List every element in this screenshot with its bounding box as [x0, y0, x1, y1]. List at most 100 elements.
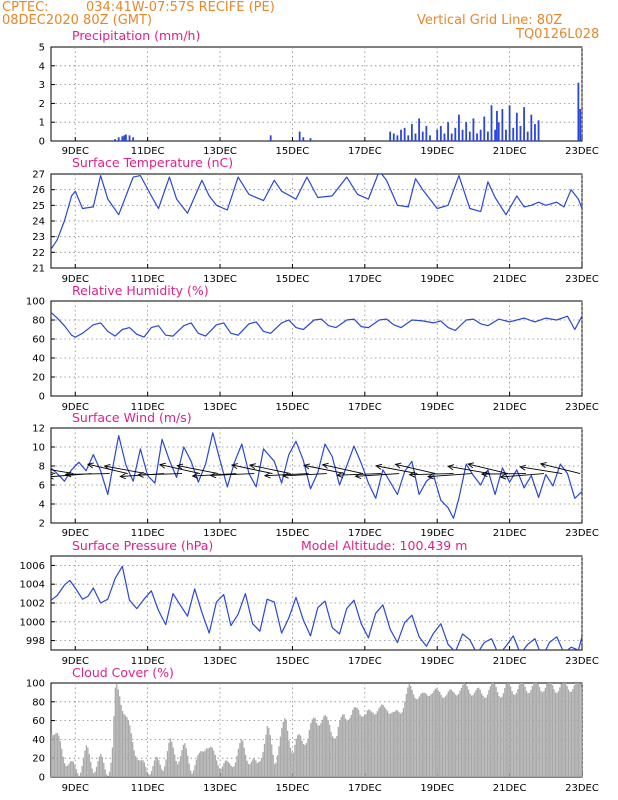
x-tick-label: 19DEC: [420, 656, 454, 667]
cloud-bar: [425, 694, 428, 777]
x-tick-label: 23DEC: [565, 274, 599, 285]
cloud-bar: [189, 770, 192, 777]
cloud-bar: [53, 734, 56, 777]
wind-arrow-head: [354, 473, 362, 480]
precip-bar: [269, 135, 272, 141]
header-grid-note: Vertical Grid Line: 80Z: [417, 13, 563, 28]
cloud-bar: [462, 684, 464, 777]
cloud-bar: [200, 751, 202, 777]
precip-bar: [447, 122, 449, 141]
cloud-bar: [323, 716, 325, 777]
y-tick-label: 4: [39, 500, 45, 511]
x-tick-label: 15DEC: [276, 656, 310, 667]
cloud-bar: [456, 695, 458, 777]
cloud-bar: [328, 724, 331, 777]
cloud-bar: [255, 760, 257, 777]
cloud-bar: [485, 697, 487, 777]
cloud-bar: [145, 766, 147, 777]
cloud-bar: [391, 712, 393, 777]
cloud-bar: [523, 683, 525, 777]
cloud-bar: [292, 752, 295, 777]
cloud-bar: [304, 744, 306, 777]
cloud-bar: [288, 740, 290, 777]
x-tick-label: 11DEC: [131, 274, 165, 285]
wind-arrow: [322, 464, 364, 475]
cloud-bar: [499, 697, 502, 777]
cloud-bar: [302, 744, 305, 777]
cloud-bar: [233, 766, 235, 777]
cloud-bar: [560, 683, 562, 777]
cloud-bar: [460, 687, 463, 777]
cloud-bar: [229, 763, 231, 777]
cloud-bar: [182, 744, 185, 777]
cloud-bar: [181, 750, 183, 777]
cloud-bar: [258, 762, 260, 777]
cloud-bar: [376, 711, 379, 777]
cloud-bar: [136, 759, 138, 777]
cloud-bar: [142, 760, 144, 777]
cloud-bar: [281, 728, 283, 777]
x-tick-label: 9DEC: [62, 274, 89, 285]
cloud-bar: [133, 750, 135, 777]
precip-bar: [429, 135, 431, 141]
precip-bar: [125, 134, 127, 141]
cloud-bar: [185, 748, 187, 777]
cloud-bar: [331, 736, 334, 777]
cloud-bar: [360, 716, 363, 777]
cloud-bar: [284, 718, 286, 777]
precip-bar: [302, 137, 305, 141]
cloud-bar: [120, 704, 122, 777]
cloud-bar: [242, 740, 244, 777]
y-tick-label: 12: [32, 424, 45, 435]
y-tick-label: 5: [39, 43, 45, 54]
y-tick-label: 40: [32, 354, 45, 365]
cloud-bar: [388, 713, 390, 777]
cloud-bar: [368, 709, 370, 777]
series-line: [51, 174, 582, 250]
wind-arrow-head: [467, 462, 475, 469]
header-run: 08DEC2020 80Z (GMT): [2, 13, 153, 28]
y-tick-label: 27: [32, 170, 45, 181]
wind-arrow: [159, 464, 201, 475]
cloud-bar: [551, 685, 554, 777]
cloud-bar: [211, 747, 214, 777]
cloud-bar: [437, 690, 439, 777]
cloud-bar: [276, 755, 279, 777]
cloud-bar: [153, 760, 156, 777]
cloud-bar: [346, 720, 348, 777]
cloud-bar: [530, 690, 532, 777]
cloud-bar: [473, 692, 476, 777]
cloud-bar: [123, 713, 125, 777]
y-tick-label: 100: [26, 679, 45, 690]
precip-bar: [414, 133, 417, 141]
cloud-bar: [378, 708, 380, 777]
cloud-bar: [159, 764, 161, 777]
cloud-bar: [508, 683, 510, 777]
cloud-bar: [137, 760, 140, 777]
cloud-bar: [570, 691, 573, 777]
wind-arrow-head: [394, 462, 402, 469]
cloud-bar: [547, 683, 549, 777]
cloud-bar: [384, 707, 386, 777]
cloud-bar: [421, 692, 423, 777]
precip-bar: [483, 116, 486, 141]
cloud-bar: [263, 743, 266, 777]
y-tick-label: 60: [32, 716, 45, 727]
cloud-bar: [56, 732, 59, 777]
cloud-bar: [569, 691, 571, 777]
cloud-bar: [85, 745, 88, 777]
y-tick-label: 40: [32, 735, 45, 746]
wind-arrow-head: [64, 471, 72, 478]
wind-arrow: [304, 464, 346, 475]
cloud-bar: [69, 761, 72, 777]
x-tick-label: 11DEC: [131, 402, 165, 413]
cloud-bar: [452, 691, 454, 777]
cloud-bar: [423, 692, 425, 777]
cloud-bar: [392, 711, 394, 777]
cloud-bar: [528, 692, 531, 777]
cloud-bar: [486, 694, 489, 777]
cloud-bar: [559, 687, 561, 777]
cloud-bar: [95, 766, 98, 777]
cloud-bar: [174, 754, 176, 777]
panel-annotation: Model Altitude: 100.439 m: [301, 538, 467, 553]
